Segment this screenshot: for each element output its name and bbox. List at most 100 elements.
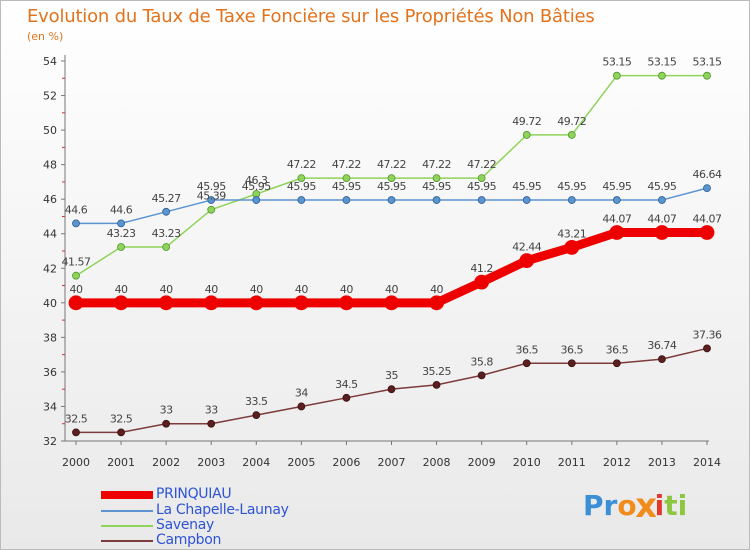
x-tick-label: 2011 [558,456,586,469]
data-point-savenay [703,71,711,80]
data-label-savenay: 47.22 [467,158,496,171]
legend-label-la-chapelle-launay: La Chapelle-Launay [156,502,289,518]
data-label-campbon: 35 [385,369,398,382]
logo-letter: x [634,485,657,526]
data-label-campbon: 36.74 [647,339,676,352]
y-tick-label: 36 [43,366,57,379]
data-label-campbon: 33 [205,404,218,417]
data-point-savenay [162,243,171,251]
data-point-prinquiau [564,239,580,255]
data-label-campbon: 32.5 [110,412,133,425]
data-label-savenay: 47.22 [287,158,316,171]
legend-item-savenay: Savenay [101,517,401,534]
data-point-prinquiau [158,295,174,311]
data-point-savenay [387,174,396,183]
data-label-prinquiau: 40 [205,283,218,296]
logo-letter: i [677,489,688,522]
data-point-savenay [658,71,666,80]
data-label-savenay: 47.22 [332,158,361,171]
data-point-la-chapelle-launay [567,196,576,204]
data-label-savenay: 43.23 [152,227,181,240]
data-label-prinquiau: 40 [295,283,308,296]
logo-letter: t [664,489,678,522]
data-label-campbon: 34.5 [335,378,358,391]
data-point-prinquiau [293,295,309,311]
data-label-campbon: 35.25 [422,365,451,378]
data-point-campbon [703,344,711,353]
legend-label-campbon: Campbon [156,532,222,548]
x-tick-label: 2005 [287,456,315,469]
logo-letter: i [654,489,665,522]
data-label-prinquiau: 40 [250,283,263,296]
data-label-la-chapelle-launay: 45.95 [332,180,361,193]
data-label-campbon: 36.5 [561,343,584,356]
x-tick-label: 2009 [468,456,496,469]
data-point-savenay [342,174,351,183]
data-label-la-chapelle-launay: 45.95 [377,180,406,193]
data-label-prinquiau: 40 [160,283,173,296]
data-label-prinquiau: 40 [70,283,83,296]
data-point-la-chapelle-launay [612,196,621,204]
data-label-la-chapelle-launay: 44.6 [65,203,88,216]
data-point-la-chapelle-launay [387,196,396,204]
data-point-prinquiau [384,295,399,311]
data-label-savenay: 41.57 [62,256,91,269]
data-point-la-chapelle-launay [252,196,261,204]
logo-letter: o [617,489,637,522]
data-label-la-chapelle-launay: 45.95 [287,180,316,193]
data-label-la-chapelle-launay: 45.27 [152,192,181,205]
x-tick-label: 2000 [62,456,90,469]
data-point-savenay [72,271,80,280]
legend-label-prinquiau: PRINQUIAU [156,486,232,502]
data-label-la-chapelle-launay: 45.95 [602,180,631,193]
data-label-la-chapelle-launay: 45.95 [557,180,586,193]
legend-swatch-prinquiau [101,491,153,499]
y-tick-label: 32 [43,435,57,448]
data-point-savenay [117,243,125,251]
data-label-la-chapelle-launay: 45.95 [467,180,496,193]
data-point-la-chapelle-launay [477,196,486,204]
data-label-savenay: 43.23 [107,227,136,240]
legend-item-la-chapelle-launay: La Chapelle-Launay [101,502,401,519]
data-label-savenay: 47.22 [422,158,451,171]
x-tick-label: 2002 [152,456,180,469]
data-label-la-chapelle-launay: 44.6 [110,203,133,216]
data-point-la-chapelle-launay [703,184,711,193]
data-point-campbon [252,411,261,419]
legend-label-savenay: Savenay [156,517,215,533]
data-label-savenay: 53.15 [693,56,722,69]
data-label-campbon: 36.5 [515,343,538,356]
data-point-savenay [477,174,486,183]
data-point-la-chapelle-launay [522,196,531,204]
data-point-campbon [612,359,621,368]
data-point-la-chapelle-launay [658,196,666,204]
data-label-campbon: 37.36 [693,328,722,341]
data-point-campbon [117,428,125,437]
data-point-campbon [342,393,351,402]
x-tick-label: 2012 [603,456,631,469]
data-label-prinquiau: 43.21 [557,227,586,240]
proxiti-logo: Proxiti [583,486,688,526]
x-tick-label: 2003 [197,456,225,469]
data-label-prinquiau: 44.07 [602,213,631,226]
data-label-prinquiau: 44.07 [647,213,676,226]
x-tick-label: 2004 [242,456,270,469]
x-tick-label: 2001 [107,456,135,469]
legend-swatch-savenay [101,525,153,527]
data-label-campbon: 36.5 [606,343,629,356]
y-tick-label: 42 [43,262,57,275]
legend-swatch-campbon [101,540,153,542]
logo-letter: r [603,489,618,522]
data-point-campbon [72,428,80,437]
data-label-prinquiau: 44.07 [693,213,722,226]
x-tick-label: 2007 [378,456,406,469]
data-point-campbon [477,371,486,380]
x-tick-label: 2008 [423,456,451,469]
data-point-savenay [432,174,441,183]
data-point-campbon [162,419,171,428]
data-point-prinquiau [654,225,670,240]
x-tick-label: 2006 [332,456,360,469]
data-point-savenay [567,131,576,139]
data-label-savenay: 49.72 [512,115,541,128]
data-point-savenay [297,174,306,183]
